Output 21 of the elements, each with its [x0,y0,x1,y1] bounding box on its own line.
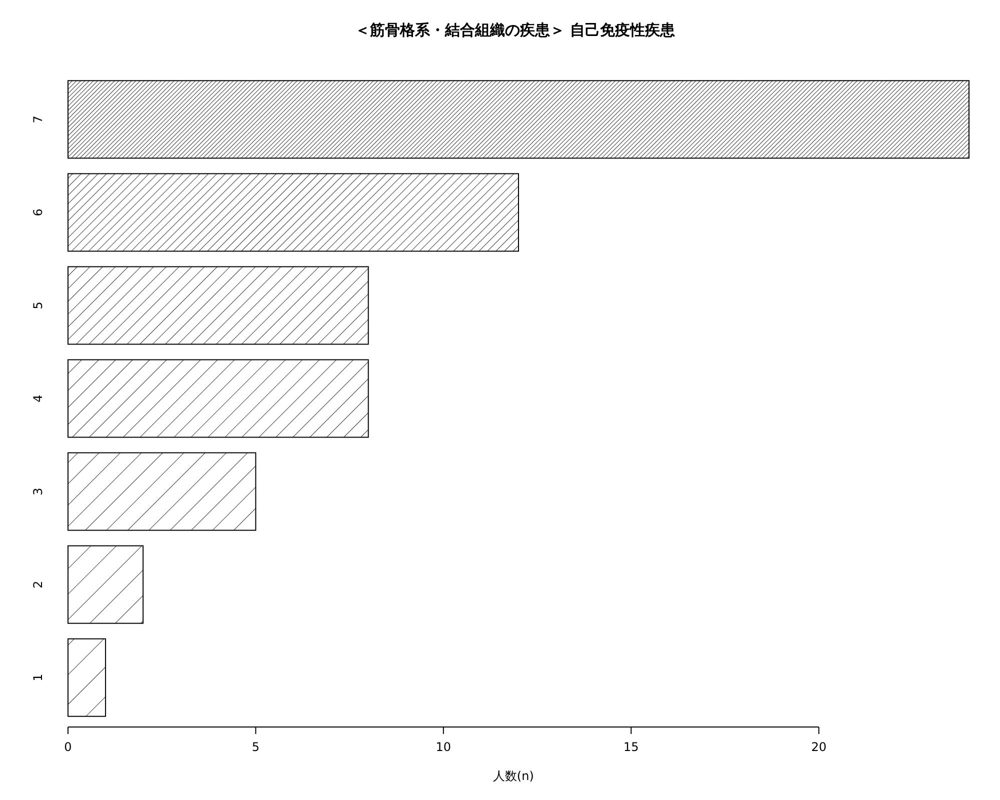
y-tick-label: 2 [31,580,45,588]
x-tick-label: 0 [64,740,72,754]
bar [68,80,970,159]
y-tick-label: 4 [31,394,45,402]
x-tick-label: 20 [811,740,826,754]
chart-title: ＜筋骨格系・結合組織の疾患＞ 自己免疫性疾患 [354,21,676,39]
y-tick-label: 6 [31,208,45,216]
x-axis-title: 人数(n) [492,769,534,783]
y-tick-label: 1 [31,674,45,682]
x-tick-label: 15 [623,740,639,754]
y-tick-label: 7 [31,116,45,124]
bar [68,173,519,252]
x-tick-label: 10 [436,740,452,754]
bar [68,266,369,345]
y-tick-label: 3 [31,488,45,496]
y-tick-label: 5 [31,302,45,310]
bar [68,452,256,531]
x-tick-label: 5 [252,740,260,754]
bar [68,359,369,438]
bar [68,545,144,624]
bar [68,638,106,717]
